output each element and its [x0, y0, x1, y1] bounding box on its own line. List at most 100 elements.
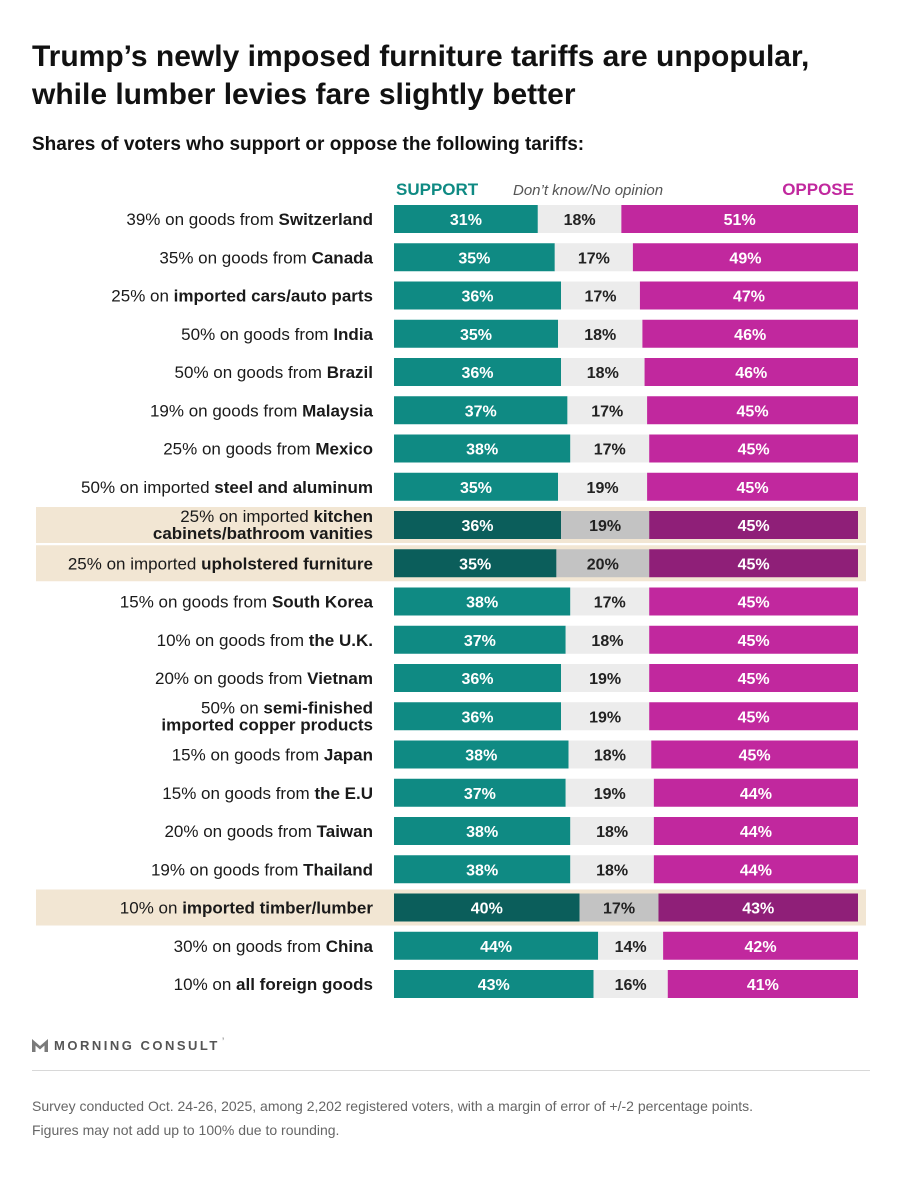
category-label: 25% on goods from Mexico [163, 440, 373, 459]
category-label: 10% on goods from the U.K. [157, 631, 373, 650]
oppose-bar [649, 625, 858, 654]
bar-row: 30% on goods from China 44% 14% 42% [174, 931, 858, 960]
legend-dont-know: Don’t know/No opinion [513, 182, 664, 199]
dont-know-value-label: 19% [589, 709, 621, 726]
dont-know-bar [561, 664, 650, 692]
category-label-part: Mexico [315, 440, 373, 459]
oppose-value-label: 44% [740, 862, 772, 879]
dont-know-bar [565, 778, 654, 807]
oppose-value-label: 45% [738, 518, 770, 535]
category-label-part: Switzerland [279, 210, 373, 229]
dont-know-bar [570, 855, 654, 884]
support-bar [394, 778, 566, 807]
category-label-part: China [326, 937, 374, 956]
category-label-part: 15% on goods from [162, 784, 314, 803]
category-label-part: 20% on goods from [164, 822, 316, 841]
category-label: 50% on goods from Brazil [175, 363, 373, 382]
legend-support: SUPPORT [396, 180, 479, 199]
category-label: 10% on imported timber/lumber [120, 899, 374, 918]
category-label-part: 19% on goods from [150, 401, 302, 420]
category-label: 35% on goods from Canada [159, 248, 373, 267]
category-label-part: 15% on goods from [172, 746, 324, 765]
logo-registered-mark: ’ [221, 1035, 225, 1048]
support-bar [394, 970, 594, 998]
category-label: 15% on goods from the E.U [162, 784, 373, 803]
category-label-part: 15% on goods from [120, 593, 272, 612]
dont-know-value-label: 17% [594, 442, 626, 459]
dont-know-value-label: 19% [587, 480, 619, 497]
footnote-line-1: Survey conducted Oct. 24-26, 2025, among… [32, 1098, 754, 1114]
category-label-part: Brazil [327, 363, 373, 382]
footnote-line-2: Figures may not add up to 100% due to ro… [32, 1122, 340, 1138]
oppose-value-label: 45% [738, 633, 770, 650]
support-value-label: 35% [460, 327, 492, 344]
category-label: 19% on goods from Thailand [151, 860, 373, 879]
dont-know-value-label: 18% [594, 748, 626, 765]
morning-consult-logo: MORNING CONSULT’ [32, 1035, 225, 1053]
dont-know-value-label: 14% [615, 939, 647, 956]
oppose-bar [649, 434, 858, 463]
support-value-label: 38% [465, 748, 497, 765]
bar-row: 20% on goods from Vietnam 36% 19% 45% [155, 664, 858, 692]
dont-know-bar [537, 205, 622, 233]
category-label-part: imported copper products [161, 715, 373, 734]
dont-know-bar [558, 319, 643, 348]
support-value-label: 38% [466, 862, 498, 879]
support-value-label: 36% [462, 365, 494, 382]
oppose-value-label: 43% [742, 901, 774, 918]
bar-row: 15% on goods from South Korea 38% 17% 45% [120, 587, 858, 616]
morning-consult-m-icon [32, 1039, 48, 1052]
dont-know-value-label: 18% [584, 327, 616, 344]
dont-know-bar [561, 511, 650, 539]
support-bar [394, 625, 566, 654]
oppose-value-label: 44% [740, 824, 772, 841]
support-value-label: 38% [466, 824, 498, 841]
support-bar [394, 855, 571, 884]
oppose-value-label: 51% [724, 212, 756, 229]
oppose-value-label: 45% [738, 556, 770, 573]
oppose-bar [649, 702, 858, 731]
support-bar [394, 511, 562, 539]
oppose-bar [649, 549, 858, 578]
dont-know-bar [556, 549, 650, 578]
oppose-value-label: 49% [729, 250, 761, 267]
support-bar [394, 893, 580, 922]
bar-row: 25% on imported cars/auto parts 36% 17% 47% [111, 281, 858, 310]
bar-row: 39% on goods from Switzerland 31% 18% 51% [126, 205, 858, 233]
dont-know-bar [570, 817, 654, 845]
oppose-value-label: 45% [738, 709, 770, 726]
bar-row: 10% on imported timber/lumber 40% 17% 43% [36, 889, 866, 926]
support-bar [394, 549, 557, 578]
bar-row: 25% on goods from Mexico 38% 17% 45% [163, 434, 858, 463]
support-bar [394, 740, 569, 769]
dont-know-value-label: 18% [596, 824, 628, 841]
category-label-part: steel and aluminum [214, 478, 373, 497]
bar-row: 50% on semi-finished imported copper prod… [161, 698, 858, 734]
oppose-bar [663, 931, 858, 960]
support-value-label: 31% [450, 212, 482, 229]
category-label-part: the E.U [314, 784, 373, 803]
oppose-bar [621, 205, 858, 233]
survey-footnote: Survey conducted Oct. 24-26, 2025, among… [32, 1094, 882, 1142]
category-label-part: 19% on goods from [151, 860, 303, 879]
category-label-part: Japan [324, 746, 373, 765]
oppose-value-label: 45% [737, 480, 769, 497]
category-label: 39% on goods from Switzerland [126, 210, 373, 229]
category-label-part: Taiwan [317, 822, 373, 841]
oppose-value-label: 46% [735, 365, 767, 382]
oppose-value-label: 41% [747, 977, 779, 994]
category-label-part: 39% on goods from [126, 210, 278, 229]
support-value-label: 44% [480, 939, 512, 956]
category-label-part: 25% on [111, 287, 173, 306]
chart-title: Trump’s newly imposed furniture tariffs … [32, 40, 810, 111]
oppose-bar [653, 778, 858, 807]
support-value-label: 36% [462, 671, 494, 688]
dont-know-bar [568, 740, 652, 769]
support-bar [394, 358, 562, 386]
legend-oppose: OPPOSE [782, 180, 854, 199]
oppose-bar [651, 740, 858, 769]
support-value-label: 35% [458, 250, 490, 267]
category-label-part: 20% on goods from [155, 669, 307, 688]
category-label-part: Canada [312, 248, 374, 267]
